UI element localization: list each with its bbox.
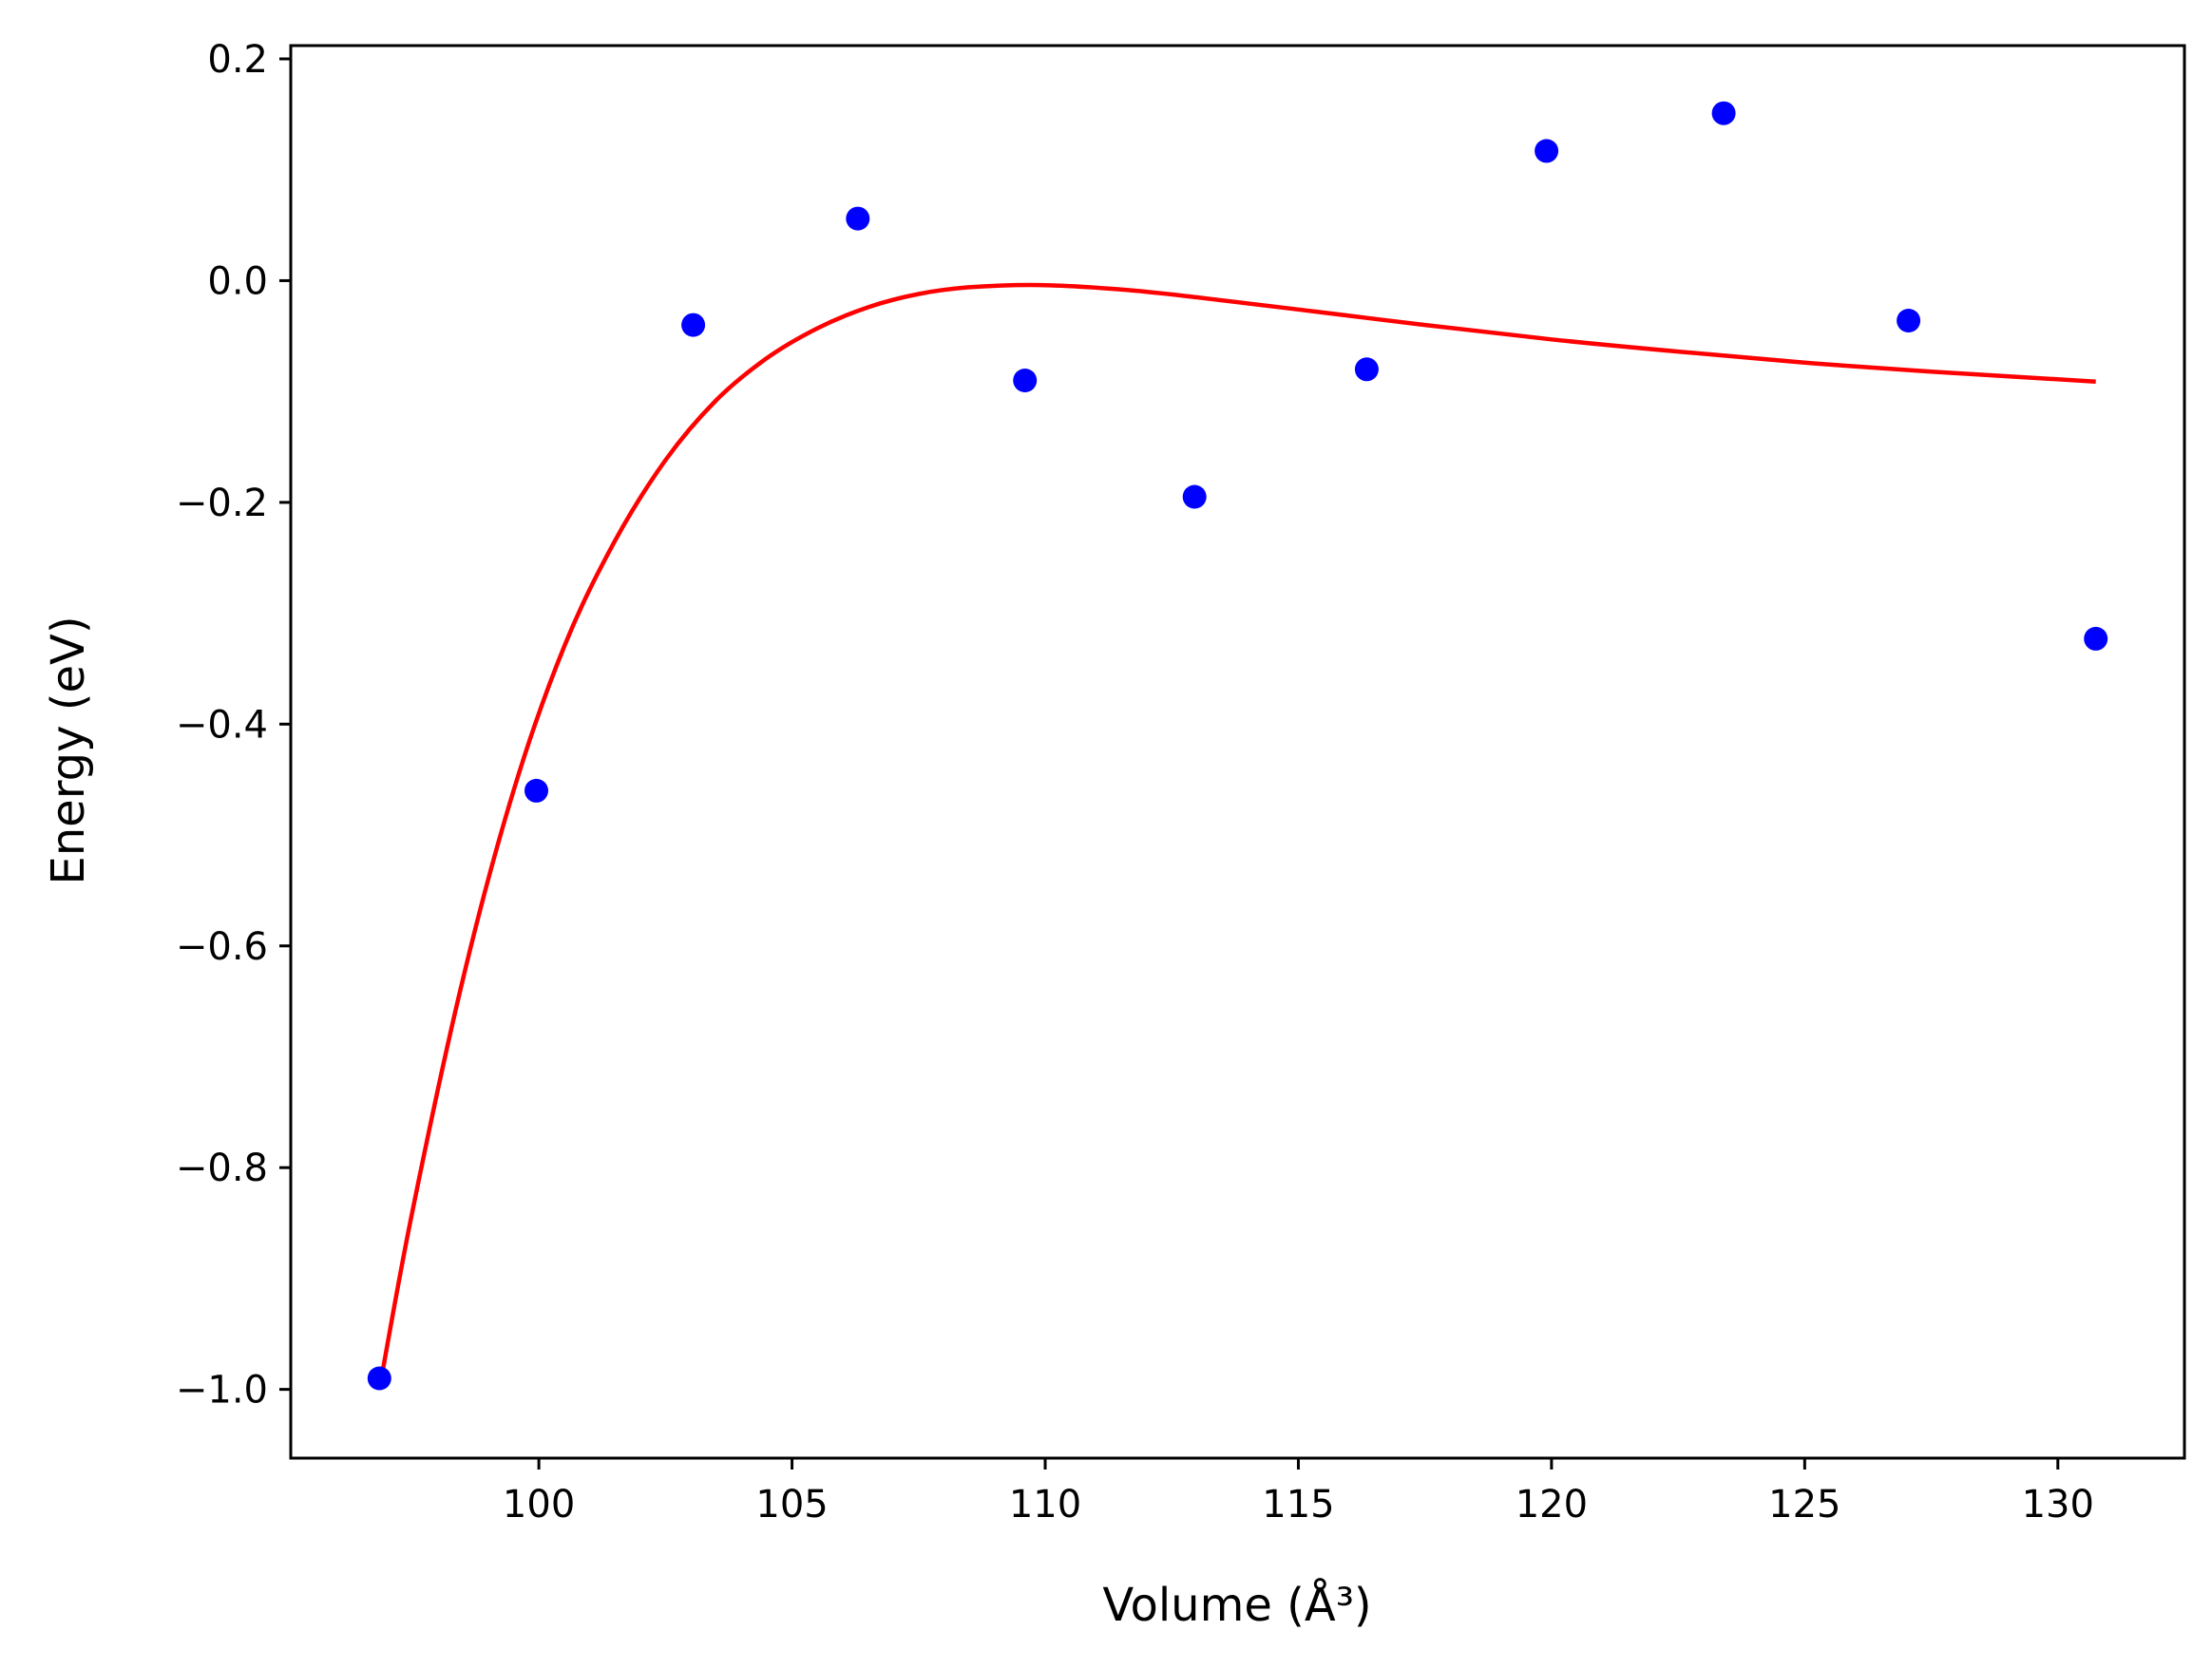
y-tick-label: 0.2 [207,38,268,82]
y-tick-label: −1.0 [176,1369,268,1413]
fit-curve [377,282,2096,1391]
data-point [1354,357,1379,382]
x-tick-label: 105 [755,1483,828,1527]
y-axis-ticks: −1.0 −0.8 −0.6 −0.4 −0.2 0.0 0.2 [176,38,291,1413]
data-point [846,206,870,231]
y-tick-label: −0.2 [176,482,268,525]
data-point [1013,369,1038,392]
plot-frame [289,44,2186,1460]
data-point [1182,484,1207,509]
data-point [2084,626,2108,651]
data-point [681,313,706,337]
x-tick-label: 125 [1768,1483,1840,1527]
plot-background [291,46,2184,1458]
x-tick-label: 110 [1009,1483,1081,1527]
x-tick-label: 120 [1516,1483,1588,1527]
data-point [1535,139,1559,163]
data-point [1897,309,1921,332]
x-tick-label: 100 [503,1483,575,1527]
x-tick-label: 115 [1262,1483,1334,1527]
x-axis-label: Volume (Å³) [1102,1578,1371,1632]
fit-curve-layer [377,282,2096,1391]
data-point [367,1366,391,1391]
x-axis-ticks: 100 105 110 115 120 125 130 [503,1458,2094,1527]
y-tick-label: −0.6 [176,925,268,969]
y-axis-label: Energy (eV) [42,616,95,884]
y-tick-label: −0.4 [176,703,268,747]
data-points-layer [367,101,2108,1391]
y-tick-label: 0.0 [207,259,268,303]
y-tick-label: −0.8 [176,1147,268,1190]
x-tick-label: 130 [2022,1483,2094,1527]
data-point [1711,101,1736,125]
data-point [524,778,548,803]
